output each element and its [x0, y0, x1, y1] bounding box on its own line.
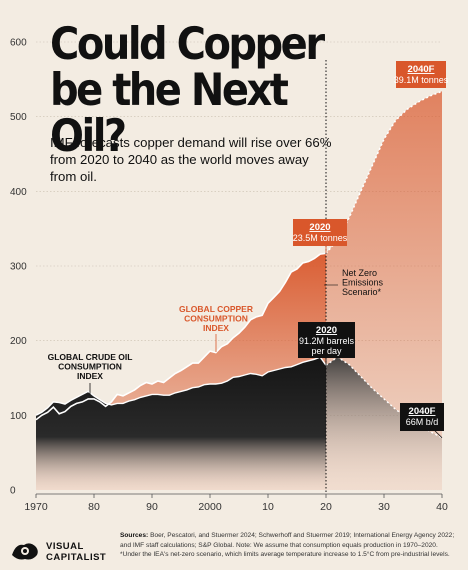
series-areas: [36, 91, 442, 491]
callout-oil-2020-value-1: 91.2M barrels: [299, 336, 355, 346]
x-tick-label-2020: 20: [320, 501, 332, 513]
x-axis: 1970 80 90 2000 10 20 30 40: [24, 493, 448, 513]
y-tick-label-200: 200: [10, 336, 27, 347]
brand-line-2: CAPITALIST: [46, 551, 107, 563]
copper-series-label-line-2: CONSUMPTION: [184, 314, 248, 324]
scenario-label-line-3: Scenario*: [342, 287, 382, 297]
x-tick-label-1980: 80: [88, 501, 100, 513]
copper-series-label-line-3: INDEX: [203, 323, 229, 333]
x-tick-label-1970: 1970: [24, 501, 48, 513]
page-subtitle: IMF forecasts copper demand will rise ov…: [50, 135, 332, 184]
sources-note: Sources: Boer, Pescatori, and Stuermer 2…: [120, 531, 465, 560]
y-axis: 0 100 200 300 400 500 600: [10, 38, 27, 497]
callout-copper-2020-box: [293, 219, 347, 246]
brand-line-1: VISUAL: [46, 541, 84, 552]
brand-name: VISUAL CAPITALIST: [46, 541, 107, 563]
callout-copper-2020-value-1: 23.5M tonnes: [293, 233, 348, 243]
sources-text: Boer, Pescatori, and Stuermer 2024; Schw…: [120, 532, 455, 549]
y-tick-label-0: 0: [10, 486, 16, 497]
callout-copper-2040-year: 2040F: [408, 64, 435, 75]
callout-copper-2020-year: 2020: [309, 222, 330, 233]
oil-series-label-line-1: GLOBAL CRUDE OIL: [48, 352, 133, 362]
y-tick-label-300: 300: [10, 262, 27, 273]
brand-mark-icon: [12, 543, 38, 560]
callout-oil-2020-value-2: per day: [311, 346, 342, 356]
x-tick-label-2000: 2000: [198, 501, 222, 513]
y-tick-label-400: 400: [10, 187, 27, 198]
x-tick-label-2030: 30: [378, 501, 390, 513]
sources-label: Sources:: [120, 532, 149, 539]
copper-line-historical: [35, 252, 327, 421]
footnote-text: *Under the IEA's net-zero scenario, whic…: [120, 551, 450, 558]
callout-oil-2040-year: 2040F: [409, 406, 436, 417]
y-tick-label-100: 100: [10, 411, 27, 422]
page-title: Could Copper be the Next Oil?: [50, 18, 325, 162]
oil-line-forecast: [325, 356, 443, 439]
callout-copper-2040-value-1: 39.1M tonnes: [394, 75, 449, 85]
callout-oil-2040-box: [400, 403, 444, 431]
callout-oil-2020-year: 2020: [316, 325, 337, 336]
copper-line-forecast: [325, 90, 443, 254]
copper-series-label-line-1: GLOBAL COPPER: [179, 304, 253, 314]
series-lines: [35, 90, 443, 439]
oil-series-label-line-3: INDEX: [77, 371, 103, 381]
oil-area-forecast: [326, 357, 442, 490]
scenario-label-line-2: Emissions: [342, 278, 384, 288]
callout-oil-2020-box: [298, 322, 355, 358]
oil-series-label-line-2: CONSUMPTION: [58, 362, 122, 372]
x-tick-label-1990: 90: [146, 501, 158, 513]
y-tick-label-600: 600: [10, 38, 27, 49]
callout-copper-2040-box: [396, 61, 446, 88]
callout-oil-2040-value-1: 66M b/d: [406, 417, 439, 427]
oil-area-historical: [36, 357, 326, 490]
y-tick-label-500: 500: [10, 112, 27, 123]
x-tick-label-2040: 40: [436, 501, 448, 513]
scenario-label-line-1: Net Zero: [342, 268, 377, 278]
x-tick-label-2010: 10: [262, 501, 274, 513]
oil-line-historical: [35, 356, 327, 416]
brand-logo: VISUAL CAPITALIST: [10, 539, 120, 565]
